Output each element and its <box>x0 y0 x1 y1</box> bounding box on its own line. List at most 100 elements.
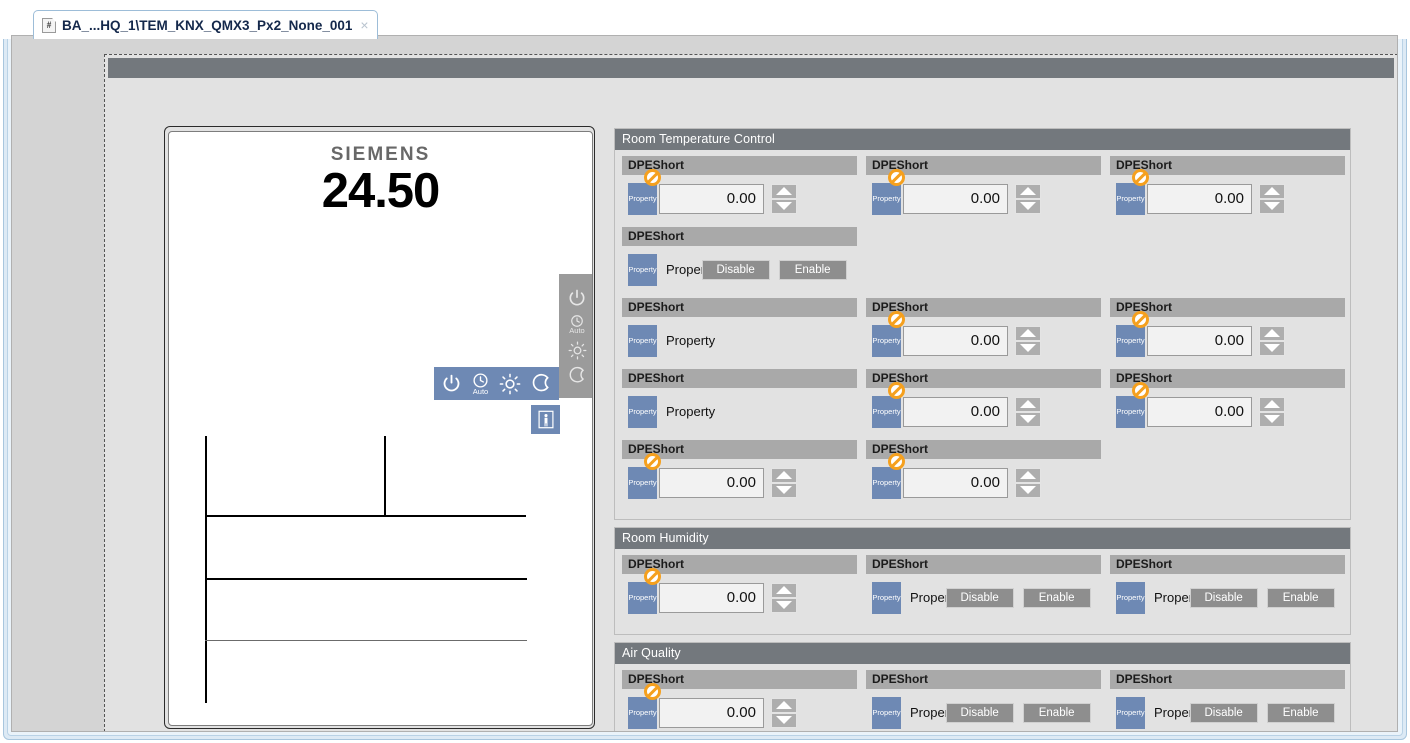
stepper-up-button[interactable] <box>1015 467 1041 483</box>
numeric-stepper[interactable]: 0.00 <box>1147 183 1285 214</box>
sun-icon[interactable] <box>499 373 521 395</box>
disable-button[interactable]: Disable <box>701 259 770 280</box>
numeric-stepper[interactable]: 0.00 <box>903 183 1041 214</box>
stepper-buttons[interactable] <box>1015 183 1041 214</box>
disable-button[interactable]: Disable <box>1189 587 1258 608</box>
numeric-stepper[interactable]: 0.00 <box>1147 325 1285 356</box>
mode-strip-horizontal[interactable]: Auto <box>434 367 559 400</box>
numeric-stepper[interactable]: 0.00 <box>659 467 797 498</box>
numeric-stepper[interactable]: 0.00 <box>1147 396 1285 427</box>
property-chip[interactable]: Property <box>872 581 901 614</box>
clock-auto-icon[interactable]: Auto <box>569 314 585 335</box>
enable-disable-group[interactable]: Disable Enable <box>945 702 1091 723</box>
close-icon[interactable]: × <box>360 17 369 33</box>
value-input[interactable]: 0.00 <box>659 183 764 214</box>
stepper-down-button[interactable] <box>1259 340 1285 356</box>
value-input[interactable]: 0.00 <box>659 582 764 613</box>
property-chip[interactable]: Property <box>1116 182 1145 215</box>
stepper-buttons[interactable] <box>771 697 797 728</box>
property-chip[interactable]: Property <box>1116 696 1145 729</box>
property-chip[interactable]: Property <box>628 696 657 729</box>
enable-button[interactable]: Enable <box>1022 702 1091 723</box>
numeric-stepper[interactable]: 0.00 <box>903 325 1041 356</box>
numeric-stepper[interactable]: 0.00 <box>659 183 797 214</box>
stepper-up-button[interactable] <box>1259 396 1285 412</box>
enable-disable-group[interactable]: Disable Enable <box>945 587 1091 608</box>
stepper-down-button[interactable] <box>1015 198 1041 214</box>
tab-document[interactable]: # BA_...HQ_1\TEM_KNX_QMX3_Px2_None_001 × <box>33 10 378 39</box>
value-input[interactable]: 0.00 <box>1147 396 1252 427</box>
property-chip[interactable]: Property <box>628 581 657 614</box>
stepper-down-button[interactable] <box>1015 482 1041 498</box>
value-input[interactable]: 0.00 <box>903 325 1008 356</box>
stepper-up-button[interactable] <box>1259 183 1285 199</box>
disable-button[interactable]: Disable <box>1189 702 1258 723</box>
enable-button[interactable]: Enable <box>778 259 847 280</box>
stepper-up-button[interactable] <box>771 582 797 598</box>
value-input[interactable]: 0.00 <box>1147 183 1252 214</box>
value-input[interactable]: 0.00 <box>659 467 764 498</box>
clock-auto-icon[interactable]: Auto <box>472 372 489 396</box>
stepper-down-button[interactable] <box>771 482 797 498</box>
stepper-buttons[interactable] <box>1015 467 1041 498</box>
disable-button[interactable]: Disable <box>945 587 1014 608</box>
enable-disable-group[interactable]: Disable Enable <box>1189 587 1335 608</box>
moon-icon[interactable] <box>568 366 587 385</box>
power-icon[interactable] <box>567 288 587 308</box>
property-chip[interactable]: Property <box>872 182 901 215</box>
stepper-buttons[interactable] <box>1015 396 1041 427</box>
property-chip[interactable]: Property <box>872 395 901 428</box>
enable-disable-group[interactable]: Disable Enable <box>701 259 847 280</box>
stepper-up-button[interactable] <box>1259 325 1285 341</box>
property-chip[interactable]: Property <box>628 395 657 428</box>
stepper-down-button[interactable] <box>771 198 797 214</box>
stepper-down-button[interactable] <box>1259 411 1285 427</box>
numeric-stepper[interactable]: 0.00 <box>903 467 1041 498</box>
value-input[interactable]: 0.00 <box>903 183 1008 214</box>
property-chip[interactable]: Property <box>628 182 657 215</box>
property-chip[interactable]: Property <box>872 466 901 499</box>
stepper-up-button[interactable] <box>771 467 797 483</box>
stepper-up-button[interactable] <box>771 183 797 199</box>
stepper-buttons[interactable] <box>1259 396 1285 427</box>
numeric-stepper[interactable]: 0.00 <box>659 582 797 613</box>
value-input[interactable]: 0.00 <box>659 697 764 728</box>
stepper-buttons[interactable] <box>771 582 797 613</box>
stepper-down-button[interactable] <box>1259 198 1285 214</box>
stepper-up-button[interactable] <box>1015 325 1041 341</box>
stepper-down-button[interactable] <box>1015 411 1041 427</box>
numeric-stepper[interactable]: 0.00 <box>659 697 797 728</box>
sun-icon[interactable] <box>568 341 587 360</box>
stepper-up-button[interactable] <box>1015 396 1041 412</box>
mode-strip-vertical[interactable]: Auto <box>559 274 592 398</box>
property-chip[interactable]: Property <box>872 324 901 357</box>
property-chip[interactable]: Property <box>628 253 657 286</box>
value-input[interactable]: 0.00 <box>903 396 1008 427</box>
property-chip[interactable]: Property <box>628 466 657 499</box>
stepper-buttons[interactable] <box>1015 325 1041 356</box>
power-icon[interactable] <box>441 373 462 394</box>
stepper-down-button[interactable] <box>771 712 797 728</box>
stepper-buttons[interactable] <box>771 467 797 498</box>
value-input[interactable]: 0.00 <box>903 467 1008 498</box>
property-chip[interactable]: Property <box>1116 324 1145 357</box>
enable-button[interactable]: Enable <box>1266 702 1335 723</box>
stepper-down-button[interactable] <box>771 597 797 613</box>
property-chip[interactable]: Property <box>1116 581 1145 614</box>
property-chip[interactable]: Property <box>872 696 901 729</box>
enable-button[interactable]: Enable <box>1022 587 1091 608</box>
occupancy-person-icon[interactable] <box>531 405 560 434</box>
enable-button[interactable]: Enable <box>1266 587 1335 608</box>
numeric-stepper[interactable]: 0.00 <box>903 396 1041 427</box>
stepper-buttons[interactable] <box>1259 183 1285 214</box>
disable-button[interactable]: Disable <box>945 702 1014 723</box>
stepper-up-button[interactable] <box>771 697 797 713</box>
moon-icon[interactable] <box>531 373 552 394</box>
stepper-down-button[interactable] <box>1015 340 1041 356</box>
stepper-up-button[interactable] <box>1015 183 1041 199</box>
value-input[interactable]: 0.00 <box>1147 325 1252 356</box>
enable-disable-group[interactable]: Disable Enable <box>1189 702 1335 723</box>
property-chip[interactable]: Property <box>1116 395 1145 428</box>
stepper-buttons[interactable] <box>771 183 797 214</box>
property-chip[interactable]: Property <box>628 324 657 357</box>
